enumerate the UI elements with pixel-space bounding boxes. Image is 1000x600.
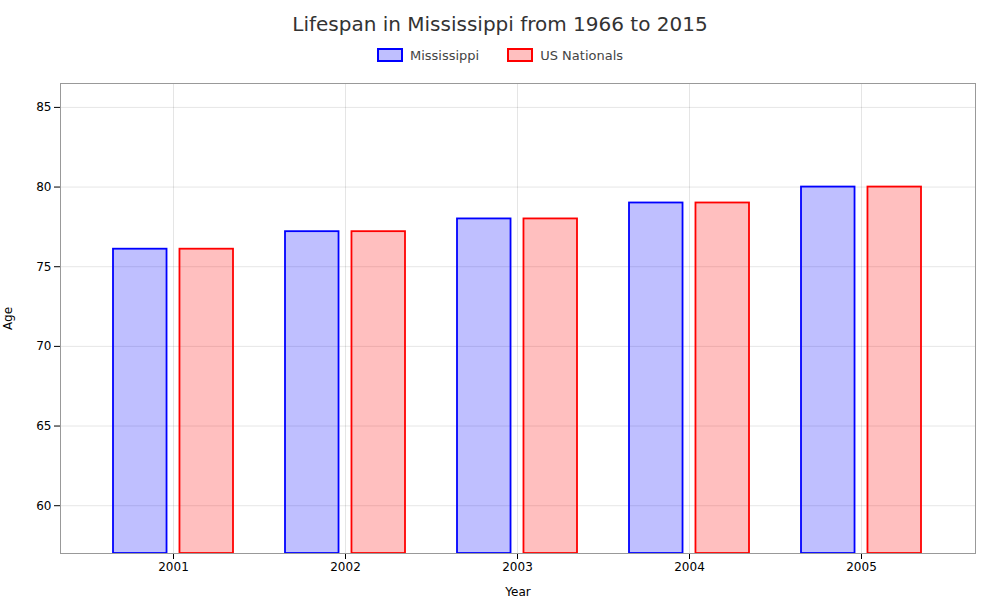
svg-text:2001: 2001 [158, 560, 189, 574]
svg-text:Year: Year [504, 585, 530, 599]
svg-text:2005: 2005 [846, 560, 877, 574]
svg-text:80: 80 [36, 180, 51, 194]
svg-text:2004: 2004 [674, 560, 705, 574]
html-text:Lifespan in Mississippi from 1: Lifespan in Mississippi from 1966 to 201… [292, 12, 708, 36]
svg-text:Age: Age [1, 307, 15, 330]
svg-text:65: 65 [36, 419, 51, 433]
svg-text:70: 70 [36, 339, 51, 353]
html-text:US Nationals: US Nationals [540, 47, 623, 63]
html-text:Mississippi: Mississippi [409, 47, 480, 63]
svg-text:60: 60 [36, 499, 51, 513]
svg-text:75: 75 [36, 260, 51, 274]
svg-text:2003: 2003 [502, 560, 533, 574]
svg-text:2002: 2002 [330, 560, 361, 574]
svg-text:85: 85 [36, 100, 51, 114]
